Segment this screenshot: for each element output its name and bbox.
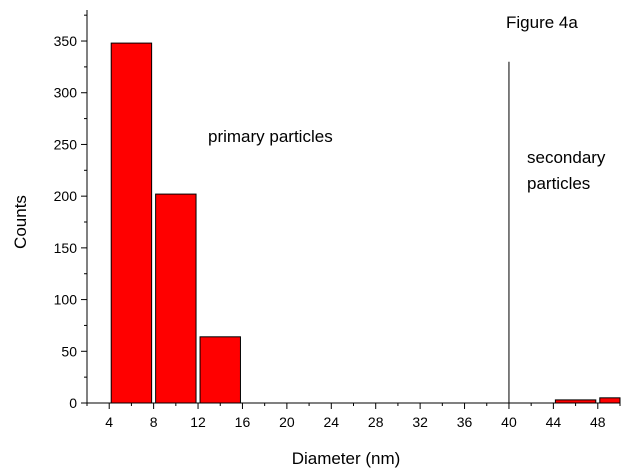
bar-50 — [599, 397, 621, 404]
bar-10 — [155, 193, 197, 404]
primary-particles-annotation: primary particles — [208, 127, 333, 146]
y-tick-label-250: 250 — [54, 136, 78, 152]
x-tick-label-28: 28 — [368, 414, 384, 430]
y-tick-label-100: 100 — [54, 292, 78, 308]
bars-layer — [110, 42, 621, 404]
x-tick-label-8: 8 — [150, 414, 158, 430]
x-tick-label-40: 40 — [501, 414, 517, 430]
y-tick-label-200: 200 — [54, 188, 78, 204]
y-tick-label-0: 0 — [69, 395, 77, 411]
x-tick-label-32: 32 — [412, 414, 428, 430]
secondary-particles-annotation-line2: particles — [527, 174, 590, 193]
y-tick-label-300: 300 — [54, 85, 78, 101]
x-tick-label-12: 12 — [190, 414, 206, 430]
y-tick-label-50: 50 — [61, 343, 77, 359]
x-tick-label-4: 4 — [105, 414, 113, 430]
chart-title: Figure 4a — [506, 13, 578, 32]
bar-14 — [199, 336, 241, 404]
x-axis-title: Diameter (nm) — [292, 449, 401, 468]
x-tick-label-36: 36 — [457, 414, 473, 430]
y-tick-label-150: 150 — [54, 240, 78, 256]
y-axis-title: Counts — [11, 195, 30, 249]
bar-6 — [110, 42, 153, 404]
x-tick-label-48: 48 — [590, 414, 606, 430]
secondary-particles-annotation-line1: secondary — [527, 148, 606, 167]
x-tick-label-44: 44 — [546, 414, 562, 430]
x-tick-label-20: 20 — [279, 414, 295, 430]
x-tick-label-16: 16 — [235, 414, 251, 430]
y-tick-label-350: 350 — [54, 33, 78, 49]
x-tick-label-24: 24 — [324, 414, 340, 430]
